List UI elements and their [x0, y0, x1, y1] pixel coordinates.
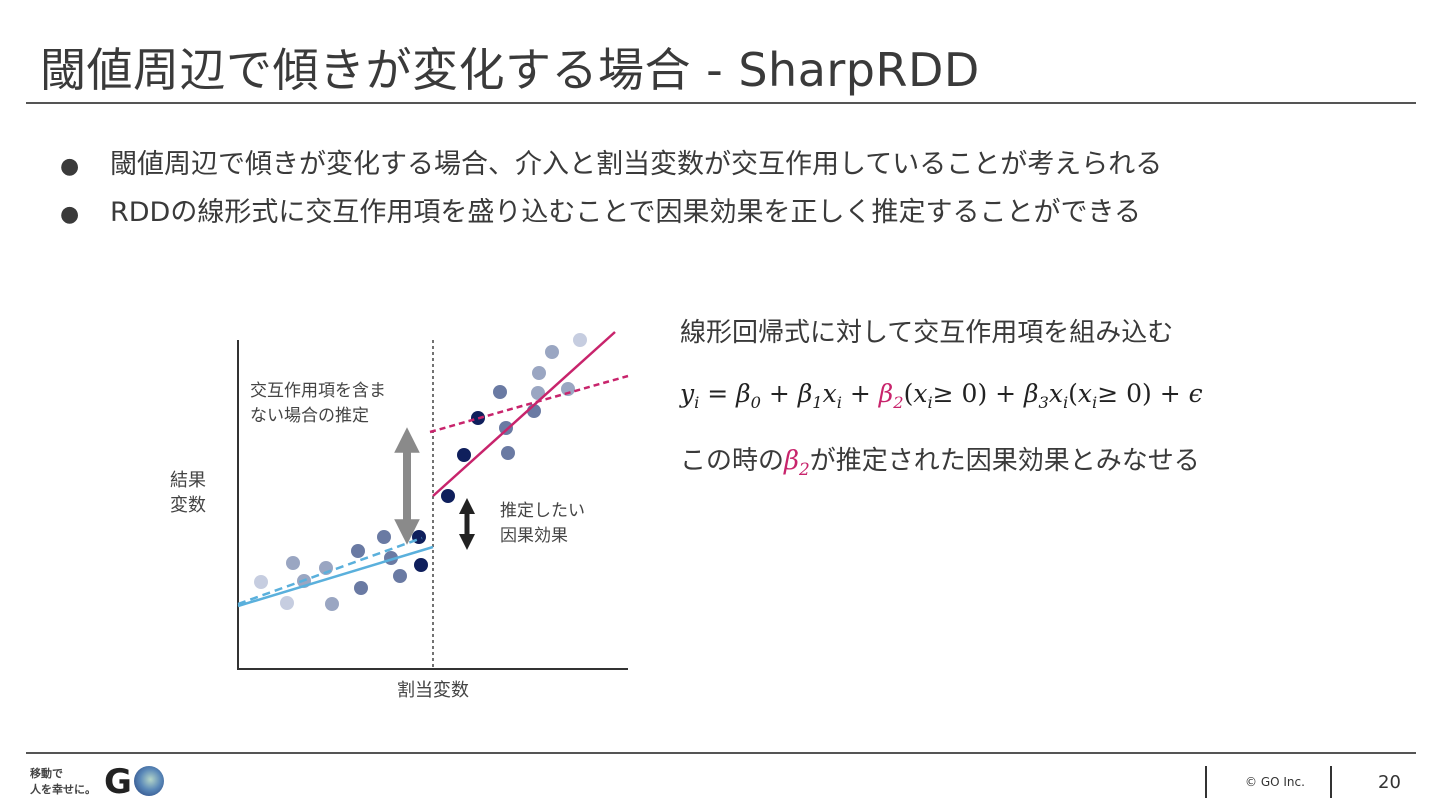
data-point	[531, 386, 545, 400]
data-point	[545, 345, 559, 359]
logo-tagline: 移動で 人を幸せに。	[30, 767, 96, 796]
logo-letter-g: G	[104, 762, 132, 802]
fit-line-right-dashed	[429, 374, 629, 434]
page-title: 閾値周辺で傾きが変化する場合 - SharpRDD	[40, 43, 980, 97]
data-point	[377, 530, 391, 544]
data-point	[414, 558, 428, 572]
title-divider	[26, 102, 1416, 104]
bullet-dot: ●	[60, 154, 80, 179]
data-point	[354, 581, 368, 595]
bullet-item: ● 閾値周辺で傾きが変化する場合、介入と割当変数が交互作用していることが考えられる	[60, 142, 1162, 190]
explanation-panel: 線形回帰式に対して交互作用項を組み込む yi = β0 + β1xi + β2(…	[680, 312, 1420, 479]
y-axis-label: 結果 変数	[170, 470, 212, 516]
data-point	[393, 569, 407, 583]
copyright: © GO Inc.	[1245, 775, 1305, 789]
data-point	[471, 411, 485, 425]
data-point	[286, 556, 300, 570]
explanation-conclusion: この時のβ2が推定された因果効果とみなせる	[680, 446, 1200, 480]
fit-line-left-dashed	[237, 536, 423, 606]
explanation-intro: 線形回帰式に対して交互作用項を組み込む	[680, 318, 1174, 348]
fit-line-left-solid	[237, 545, 434, 608]
data-point	[254, 575, 268, 589]
footer-separator	[1205, 766, 1207, 798]
bullet-text: RDDの線形式に交互作用項を盛り込むことで因果効果を正しく推定することができる	[110, 197, 1141, 228]
fit-line-right-solid	[432, 331, 616, 497]
annotation-no-interaction: 交互作用項を含ま ない場合の推定	[250, 381, 391, 426]
bullet-list: ● 閾値周辺で傾きが変化する場合、介入と割当変数が交互作用していることが考えられる…	[60, 142, 1162, 238]
data-point	[499, 421, 513, 435]
x-axis-label: 割当変数	[397, 680, 469, 701]
data-point	[561, 382, 575, 396]
footer-separator	[1330, 766, 1332, 798]
rdd-diagram: 交互作用項を含ま ない場合の推定 推定したい 因果効果 結果 変数 割当変数	[170, 331, 629, 701]
data-point	[573, 333, 587, 347]
logo-globe-icon	[134, 766, 164, 796]
data-point	[457, 448, 471, 462]
data-point	[325, 597, 339, 611]
data-point	[351, 544, 365, 558]
page-number: 20	[1378, 772, 1401, 793]
data-point	[501, 446, 515, 460]
footer-divider	[26, 752, 1416, 754]
bullet-item: ● RDDの線形式に交互作用項を盛り込むことで因果効果を正しく推定することができる	[60, 190, 1162, 238]
data-point	[532, 366, 546, 380]
data-point	[441, 489, 455, 503]
data-point	[493, 385, 507, 399]
data-point	[280, 596, 294, 610]
bullet-text: 閾値周辺で傾きが変化する場合、介入と割当変数が交互作用していることが考えられる	[110, 149, 1163, 180]
annotation-effect: 推定したい 因果効果	[500, 501, 590, 546]
regression-formula: yi = β0 + β1xi + β2(xi≥ 0) + β3xi(xi≥ 0)…	[680, 379, 1203, 412]
bullet-dot: ●	[60, 202, 80, 227]
go-logo: 移動で 人を幸せに。 G	[30, 762, 170, 802]
